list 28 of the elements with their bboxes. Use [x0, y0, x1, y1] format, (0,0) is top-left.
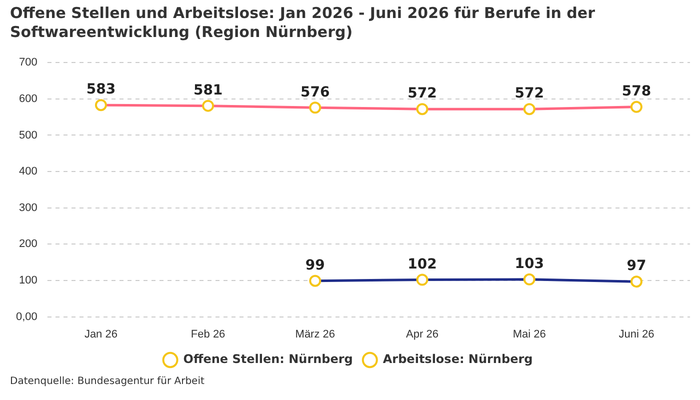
legend-label: Offene Stellen: Nürnberg — [183, 352, 353, 366]
y-tick-label: 500 — [19, 129, 38, 142]
x-tick-label: Juni 26 — [618, 328, 654, 340]
x-tick-label: Jan 26 — [84, 328, 118, 340]
data-label: 102 — [408, 256, 437, 272]
data-label: 97 — [626, 258, 646, 274]
data-label: 572 — [514, 86, 544, 102]
x-tick-label: Apr 26 — [406, 328, 438, 340]
y-tick-label: 300 — [19, 202, 38, 214]
data-label: 103 — [514, 256, 544, 272]
data-label: 576 — [300, 84, 330, 100]
y-tick-label: 0,00 — [16, 310, 38, 323]
data-label: 578 — [622, 84, 652, 100]
y-tick-label: 600 — [19, 92, 38, 105]
x-tick-label: März 26 — [295, 328, 336, 340]
x-tick-label: Feb 26 — [190, 328, 226, 340]
x-tick-label: Mai 26 — [512, 328, 546, 340]
y-tick-label: 400 — [19, 166, 38, 178]
y-tick-label: 200 — [19, 238, 38, 250]
y-tick-label: 100 — [19, 274, 38, 287]
y-tick-label: 700 — [19, 56, 38, 69]
data-label: 581 — [193, 82, 223, 98]
data-label: 583 — [86, 82, 116, 98]
legend-label: Arbeitslose: Nürnberg — [382, 352, 533, 366]
chart-title: Offene Stellen und Arbeitslose: Jan 2026 - Juni 2026 für Berufe in der Softwareentwicklung (Region Nürnberg) — [9, 3, 596, 43]
text: Datenquelle: Bundesagentur für Arbeit — [9, 376, 206, 387]
data-label: 572 — [408, 86, 437, 102]
data-label: 99 — [305, 257, 325, 274]
